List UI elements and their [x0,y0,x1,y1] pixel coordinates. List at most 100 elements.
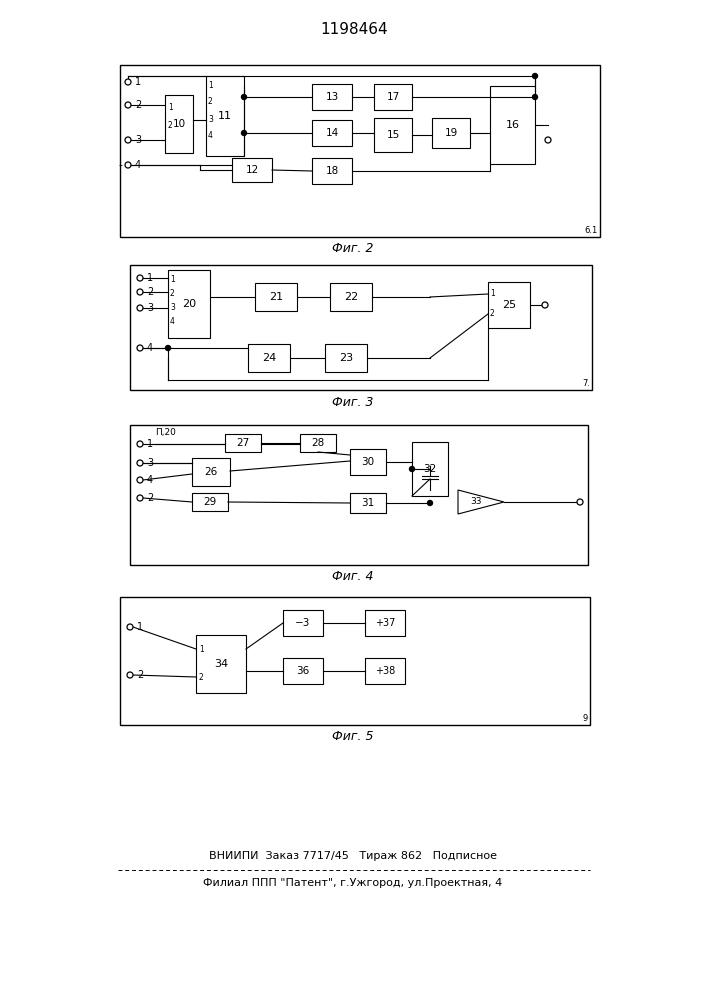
Text: 13: 13 [325,92,339,102]
Text: 1: 1 [147,439,153,449]
Circle shape [127,624,133,630]
Text: 3: 3 [170,304,175,312]
Text: 24: 24 [262,353,276,363]
Circle shape [542,302,548,308]
Text: 21: 21 [269,292,283,302]
Bar [374,118,412,152]
Text: 9: 9 [583,714,588,723]
Bar [325,344,367,372]
Circle shape [137,495,143,501]
Text: 30: 30 [361,457,375,467]
Text: Фиг. 5: Фиг. 5 [332,730,374,744]
Circle shape [137,305,143,311]
Text: 16: 16 [506,120,520,130]
Text: Фиг. 2: Фиг. 2 [332,241,374,254]
Text: 1: 1 [135,77,141,87]
Text: 2: 2 [135,100,141,110]
Text: 19: 19 [445,128,457,138]
Text: -: - [118,160,122,170]
Bar [130,265,592,390]
Bar [165,95,193,153]
Text: 1: 1 [137,622,143,632]
Bar [432,118,470,148]
Bar [196,635,246,693]
Text: 18: 18 [325,166,339,176]
Bar [330,283,372,311]
Text: 27: 27 [236,438,250,448]
Text: 26: 26 [204,467,218,477]
Text: 3: 3 [147,303,153,313]
Circle shape [125,162,131,168]
Text: 1198464: 1198464 [320,22,388,37]
Bar [255,283,297,311]
Text: ВНИИПИ  Заказ 7717/45   Тираж 862   Подписное: ВНИИПИ Заказ 7717/45 Тираж 862 Подписное [209,851,497,861]
Text: 2: 2 [199,672,204,682]
Text: 31: 31 [361,498,375,508]
Text: 1: 1 [199,645,204,654]
Text: 15: 15 [386,130,399,140]
Bar [192,458,230,486]
Bar [283,658,323,684]
Circle shape [125,102,131,108]
Text: 3: 3 [208,115,213,124]
Circle shape [137,441,143,447]
Text: −3: −3 [296,618,310,628]
Bar [168,270,210,338]
Circle shape [137,289,143,295]
Text: 36: 36 [296,666,310,676]
Bar [248,344,290,372]
Text: 4: 4 [135,160,141,170]
Text: 2: 2 [490,310,495,318]
Bar [374,84,412,110]
Text: 3: 3 [135,135,141,145]
Circle shape [125,79,131,85]
Text: Филиал ППП "Патент", г.Ужгород, ул.Проектная, 4: Филиал ППП "Патент", г.Ужгород, ул.Проек… [204,878,503,888]
Circle shape [127,672,133,678]
Text: Фиг. 4: Фиг. 4 [332,570,374,584]
Text: 29: 29 [204,497,216,507]
Bar [365,658,405,684]
Text: 1: 1 [170,275,175,284]
Text: +37: +37 [375,618,395,628]
Text: 28: 28 [311,438,325,448]
Text: 1: 1 [147,273,153,283]
Bar [120,65,600,237]
Text: 14: 14 [325,128,339,138]
Text: 1: 1 [168,103,173,111]
Bar [312,158,352,184]
Bar [412,442,448,496]
Bar [365,610,405,636]
Text: П,20: П,20 [155,428,176,438]
Bar [283,610,323,636]
Text: 1: 1 [208,82,213,91]
Text: 34: 34 [214,659,228,669]
Text: 4: 4 [170,318,175,326]
Bar [232,158,272,182]
Text: 11: 11 [218,111,232,121]
Bar [206,76,244,156]
Circle shape [137,477,143,483]
Text: 2: 2 [137,670,144,680]
Circle shape [577,499,583,505]
Circle shape [137,345,143,351]
Text: 10: 10 [173,119,185,129]
Circle shape [532,95,537,100]
Text: 2: 2 [208,98,213,106]
Text: 12: 12 [245,165,259,175]
Bar [490,86,535,164]
Text: 17: 17 [386,92,399,102]
Text: 25: 25 [502,300,516,310]
Circle shape [532,74,537,79]
Polygon shape [458,490,504,514]
Text: 4: 4 [208,131,213,140]
Text: 2: 2 [147,493,153,503]
Text: 6.1: 6.1 [585,226,598,235]
Circle shape [242,95,247,100]
Text: 22: 22 [344,292,358,302]
Text: Фиг. 3: Фиг. 3 [332,396,374,410]
Bar [130,425,588,565]
Bar [488,282,530,328]
Text: 3: 3 [147,458,153,468]
Bar [300,434,336,452]
Bar [120,597,590,725]
